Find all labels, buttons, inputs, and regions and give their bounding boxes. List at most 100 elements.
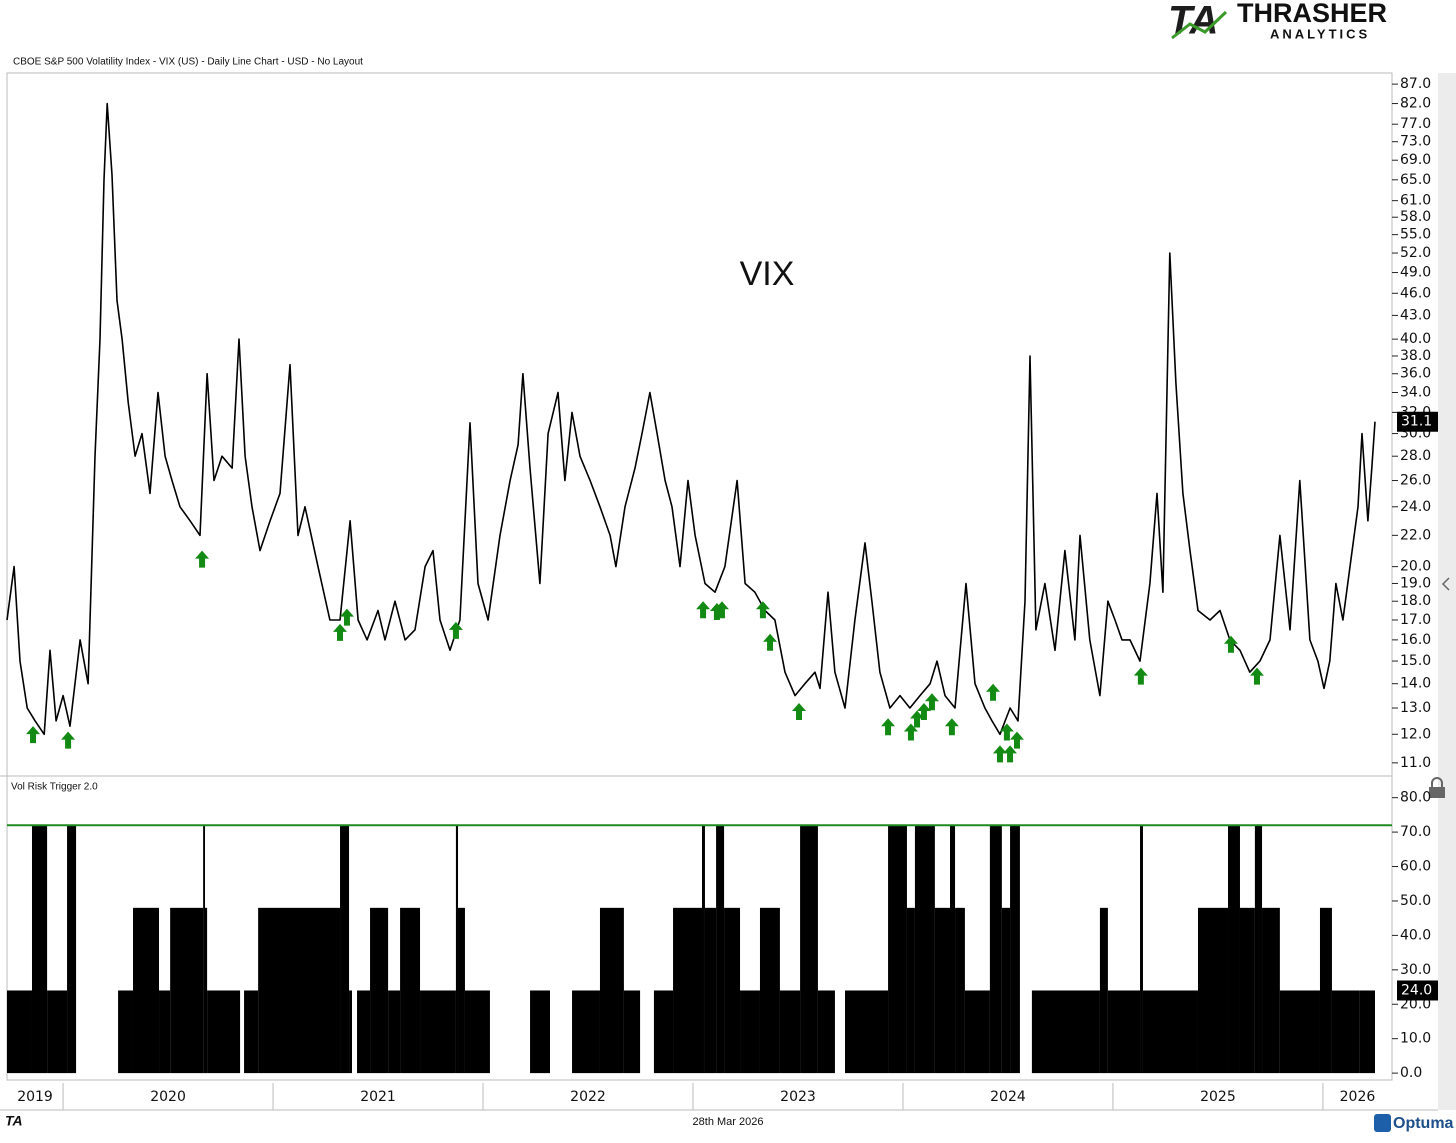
annotation: VIX xyxy=(740,255,795,293)
y-tick-label: 70.0 xyxy=(1400,824,1431,840)
y-tick-label: 58.0 xyxy=(1400,209,1431,225)
trigger-bar xyxy=(724,907,741,1074)
trigger-bar xyxy=(1331,990,1360,1074)
signal-arrow xyxy=(714,601,729,619)
trigger-bar xyxy=(349,990,352,1074)
signal-arrow xyxy=(881,718,896,736)
trigger-bar xyxy=(1099,907,1108,1074)
trigger-bar xyxy=(170,907,204,1074)
signal-arrow xyxy=(333,623,348,641)
panel-title: Vol Risk Trigger 2.0 xyxy=(11,782,98,793)
chart-subtitle: CBOE S&P 500 Volatility Index - VIX (US)… xyxy=(13,57,363,68)
y-tick-label: 50.0 xyxy=(1400,893,1431,909)
signal-arrow xyxy=(26,726,41,744)
trigger-bar xyxy=(244,990,259,1074)
x-tick-label: 2022 xyxy=(570,1089,606,1105)
y-tick-label: 15.0 xyxy=(1400,653,1431,669)
y-tick-label: 73.0 xyxy=(1400,134,1431,150)
signal-arrow xyxy=(448,621,463,639)
signal-arrow xyxy=(944,718,959,736)
trigger-bar xyxy=(759,907,780,1074)
trigger-bar xyxy=(623,990,641,1074)
trigger-bar xyxy=(653,990,674,1074)
current-value-label: 24.0 xyxy=(1401,982,1432,998)
logo-swoosh xyxy=(1171,10,1228,40)
trigger-bar xyxy=(1239,907,1255,1074)
y-tick-label: 22.0 xyxy=(1400,527,1431,543)
footer-brand: Optuma xyxy=(1393,1115,1454,1132)
x-tick-label: 2024 xyxy=(990,1089,1026,1105)
signal-arrow xyxy=(992,745,1007,763)
x-tick-label: 2026 xyxy=(1340,1089,1376,1105)
signal-arrow xyxy=(1133,667,1148,685)
y-tick-label: 40.0 xyxy=(1400,331,1431,347)
signal-arrow xyxy=(61,731,76,749)
trigger-bar xyxy=(1107,990,1141,1074)
x-tick-label: 2020 xyxy=(150,1089,186,1105)
y-tick-label: 11.0 xyxy=(1400,755,1431,771)
plot-frame xyxy=(6,72,1393,1081)
signal-arrow xyxy=(1249,667,1264,685)
y-tick-label: 36.0 xyxy=(1400,366,1431,382)
y-tick-label: 10.0 xyxy=(1400,1031,1431,1047)
trigger-bar xyxy=(388,990,401,1074)
trigger-bar xyxy=(702,825,705,1074)
y-tick-label: 69.0 xyxy=(1400,152,1431,168)
signal-arrow xyxy=(1003,745,1018,763)
logo-name: THRASHER xyxy=(1237,0,1387,28)
y-tick-label: 87.0 xyxy=(1400,76,1431,92)
signal-arrow xyxy=(999,723,1014,741)
signal-arrow xyxy=(195,550,210,568)
y-tick-label: 61.0 xyxy=(1400,193,1431,209)
footer-mark: TA xyxy=(5,1113,23,1129)
trigger-bar xyxy=(950,825,956,1074)
trigger-bar xyxy=(1359,990,1375,1074)
trigger-bar xyxy=(779,990,801,1074)
brand-icon xyxy=(1374,1114,1391,1132)
trigger-bar xyxy=(1140,825,1143,1074)
trigger-bar xyxy=(159,990,171,1074)
trigger-bar xyxy=(1228,825,1240,1074)
trigger-bar xyxy=(370,907,389,1074)
footer-date: 28th Mar 2026 xyxy=(693,1116,764,1128)
signal-arrow xyxy=(1223,635,1238,653)
trigger-bar xyxy=(704,907,717,1074)
trigger-bar xyxy=(599,907,624,1074)
trigger-bar xyxy=(817,990,835,1074)
trigger-bar xyxy=(1010,825,1020,1074)
trigger-bar xyxy=(357,990,371,1074)
trigger-bar xyxy=(530,990,550,1074)
trigger-bar xyxy=(1262,907,1280,1074)
trigger-bar xyxy=(67,825,77,1074)
y-tick-label: 65.0 xyxy=(1400,172,1431,188)
current-value-box xyxy=(1397,980,1438,1001)
x-tick-label: 2021 xyxy=(360,1089,396,1105)
y-tick-label: 17.0 xyxy=(1400,612,1431,628)
trigger-bar xyxy=(207,990,241,1074)
trigger-bar xyxy=(914,825,935,1074)
signal-arrow xyxy=(696,601,711,619)
trigger-bar xyxy=(205,907,208,1074)
trigger-bar xyxy=(1142,990,1198,1074)
y-tick-label: 28.0 xyxy=(1400,448,1431,464)
signal-arrow xyxy=(910,710,925,728)
y-tick-label: 24.0 xyxy=(1400,499,1431,515)
y-tick-label: 0.0 xyxy=(1400,1065,1422,1081)
trigger-bar xyxy=(458,907,465,1074)
trigger-bar xyxy=(1279,990,1320,1074)
collapse-button[interactable] xyxy=(1441,577,1450,591)
trigger-bar xyxy=(203,825,206,1074)
trigger-bar xyxy=(1031,990,1100,1074)
y-tick-label: 19.0 xyxy=(1400,575,1431,591)
logo-sub: ANALYTICS xyxy=(1270,26,1370,41)
y-tick-label: 55.0 xyxy=(1400,227,1431,243)
trigger-bar xyxy=(258,907,341,1074)
trigger-bar xyxy=(340,825,350,1074)
y-tick-label: 82.0 xyxy=(1400,96,1431,112)
trigger-bar xyxy=(934,907,951,1074)
trigger-bar xyxy=(420,990,456,1074)
trigger-bar xyxy=(964,990,990,1074)
lock-icon[interactable] xyxy=(1429,777,1445,798)
trigger-bar xyxy=(1319,907,1332,1074)
